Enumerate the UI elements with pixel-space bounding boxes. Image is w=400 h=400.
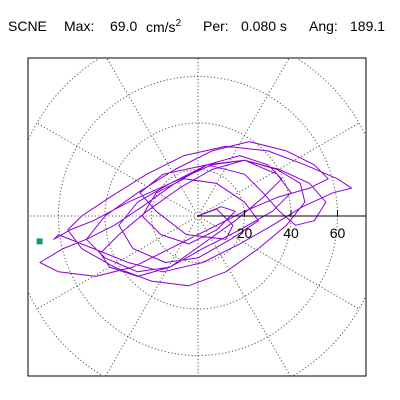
grid-spoke-60: [197, 58, 290, 217]
header-bar: SCNE Max: 69.0 cm/s2 Per: 0.080 s Ang: 1…: [0, 0, 400, 40]
max-unit-text: cm/s: [146, 19, 176, 35]
angle-label: Ang:: [309, 18, 338, 34]
plot-frame: [27, 57, 367, 377]
orbit-trace: [39, 141, 352, 287]
max-unit: cm/s2: [146, 18, 181, 35]
max-direction-marker: [36, 238, 43, 245]
max-unit-exponent: 2: [175, 18, 182, 29]
chart-axes: 20 40 60: [36, 210, 366, 245]
max-value: 69.0: [110, 18, 138, 34]
period-label: Per:: [203, 18, 229, 34]
grid-spoke-240: [105, 215, 199, 376]
x-axis-label-20: 20: [237, 225, 253, 241]
grid-spoke-120: [106, 58, 199, 217]
max-label: Max:: [64, 18, 95, 34]
grid-spoke-330: [197, 215, 360, 310]
period-value: 0.080 s: [241, 18, 287, 34]
x-axis-label-40: 40: [283, 225, 299, 241]
grid-spoke-150: [36, 122, 199, 217]
angle-value: 189.1: [350, 18, 386, 34]
grid-spoke-210: [36, 215, 199, 310]
station-code: SCNE: [8, 18, 47, 34]
orbit-series-line: [39, 141, 352, 287]
polar-grid: [28, 58, 366, 376]
x-axis-label-60: 60: [330, 225, 346, 241]
